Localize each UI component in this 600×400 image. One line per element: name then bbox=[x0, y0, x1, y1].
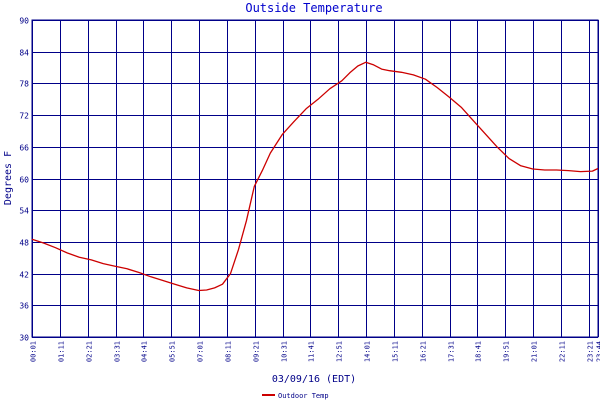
y-tick-label: 84 bbox=[19, 49, 29, 58]
y-tick-label: 72 bbox=[19, 112, 29, 121]
chart-title: Outside Temperature bbox=[245, 1, 382, 15]
series-layer bbox=[31, 61, 599, 292]
x-tick-label: 02:21 bbox=[86, 341, 94, 362]
series-line-outdoor-temp bbox=[31, 61, 599, 292]
x-tick-label: 17:31 bbox=[448, 341, 456, 362]
x-tick-labels: 00:01 01:11 02:21 03:31 04:41 05:51 07:01 08:11… bbox=[30, 341, 600, 362]
x-tick-label: 08:11 bbox=[225, 341, 233, 362]
x-tick-label: 16:21 bbox=[420, 341, 428, 362]
y-tick-label: 54 bbox=[19, 207, 29, 216]
legend: Outdoor Temp bbox=[262, 392, 329, 400]
y-tick-label: 78 bbox=[19, 80, 29, 89]
x-tick-label: 00:01 bbox=[30, 341, 38, 362]
x-tick-label: 23:44 bbox=[596, 341, 600, 362]
y-tick-labels: 30 36 42 48 54 60 66 72 78 84 90 bbox=[19, 17, 29, 343]
x-tick-label: 23:21 bbox=[587, 341, 595, 362]
y-tick-label: 66 bbox=[19, 144, 29, 153]
x-tick-label: 22:11 bbox=[559, 341, 567, 362]
x-tick-label: 03:31 bbox=[114, 341, 122, 362]
x-tick-label: 19:51 bbox=[503, 341, 511, 362]
x-tick-label: 14:01 bbox=[364, 341, 372, 362]
x-tick-label: 15:11 bbox=[392, 341, 400, 362]
x-tick-label: 11:41 bbox=[308, 341, 316, 362]
x-tick-label: 12:51 bbox=[336, 341, 344, 362]
x-axis-label: 03/09/16 (EDT) bbox=[272, 374, 356, 385]
x-tick-label: 18:41 bbox=[475, 341, 483, 362]
y-tick-label: 48 bbox=[19, 239, 29, 248]
x-tick-label: 09:21 bbox=[253, 341, 261, 362]
y-tick-label: 30 bbox=[19, 334, 29, 343]
x-tick-label: 01:11 bbox=[58, 341, 66, 362]
legend-label-outdoor-temp: Outdoor Temp bbox=[278, 392, 329, 400]
x-tick-label: 04:41 bbox=[141, 341, 149, 362]
x-tick-label: 21:01 bbox=[531, 341, 539, 362]
grid-layer bbox=[31, 19, 599, 338]
y-tick-label: 42 bbox=[19, 271, 29, 280]
x-tick-label: 07:01 bbox=[197, 341, 205, 362]
x-tick-label: 05:51 bbox=[169, 341, 177, 362]
y-tick-label: 36 bbox=[19, 302, 29, 311]
x-tick-label: 10:31 bbox=[281, 341, 289, 362]
y-tick-label: 60 bbox=[19, 176, 29, 185]
y-axis-label: Degrees F bbox=[3, 151, 14, 205]
y-tick-label: 90 bbox=[19, 17, 29, 26]
